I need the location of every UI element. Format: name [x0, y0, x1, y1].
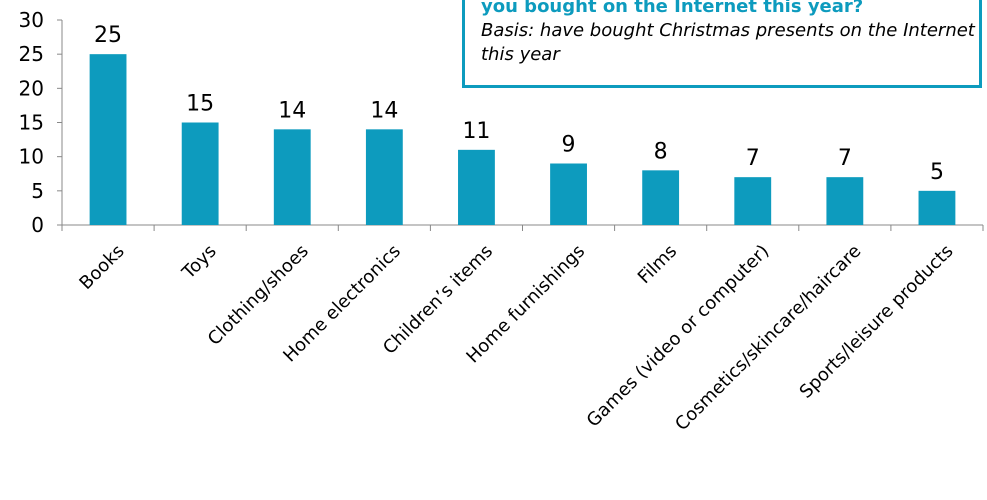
y-tick-label: 10 [19, 145, 44, 169]
y-tick-label: 15 [19, 111, 44, 135]
data-label: 9 [562, 133, 576, 158]
y-tick-label: 0 [31, 213, 44, 237]
category-label: Books [75, 241, 128, 294]
category-label: Sports/leisure products [796, 241, 958, 403]
callout-question: you bought on the Internet this year? [481, 0, 864, 17]
callout-basis: Basis: have bought Christmas presents on… [481, 20, 975, 65]
bar [365, 129, 403, 225]
data-labels: 25 15 14 14 11 9 8 7 7 5 [94, 23, 944, 185]
y-axis: 0 5 10 15 20 25 30 [19, 8, 63, 237]
bar [734, 177, 772, 225]
y-tick-label: 30 [19, 8, 44, 32]
bar [826, 177, 864, 225]
x-axis [61, 224, 984, 231]
data-label: 14 [370, 98, 398, 123]
data-label: 5 [930, 160, 944, 185]
data-label: 25 [94, 23, 122, 48]
y-tick-label: 5 [31, 179, 44, 203]
bar [458, 149, 495, 225]
category-label: Games (video or computer) [583, 241, 774, 432]
data-label: 14 [278, 98, 306, 123]
bar [550, 163, 587, 225]
bar [273, 129, 311, 225]
data-label: 7 [838, 146, 852, 171]
category-label: Cosmetics/skincare/haircare [671, 241, 865, 435]
bar [642, 170, 680, 225]
y-tick-label: 25 [19, 42, 44, 66]
category-label: Toys [178, 241, 221, 284]
data-label: 8 [654, 139, 668, 164]
bars [89, 54, 956, 225]
data-label: 11 [462, 119, 490, 144]
question-callout: you bought on the Internet this year? Ba… [462, 0, 982, 88]
data-label: 7 [746, 146, 760, 171]
category-label: Films [634, 241, 681, 288]
bar [89, 54, 127, 225]
y-tick-label: 20 [19, 76, 44, 100]
bar [918, 190, 956, 225]
bar [181, 122, 219, 225]
data-label: 15 [186, 92, 214, 117]
